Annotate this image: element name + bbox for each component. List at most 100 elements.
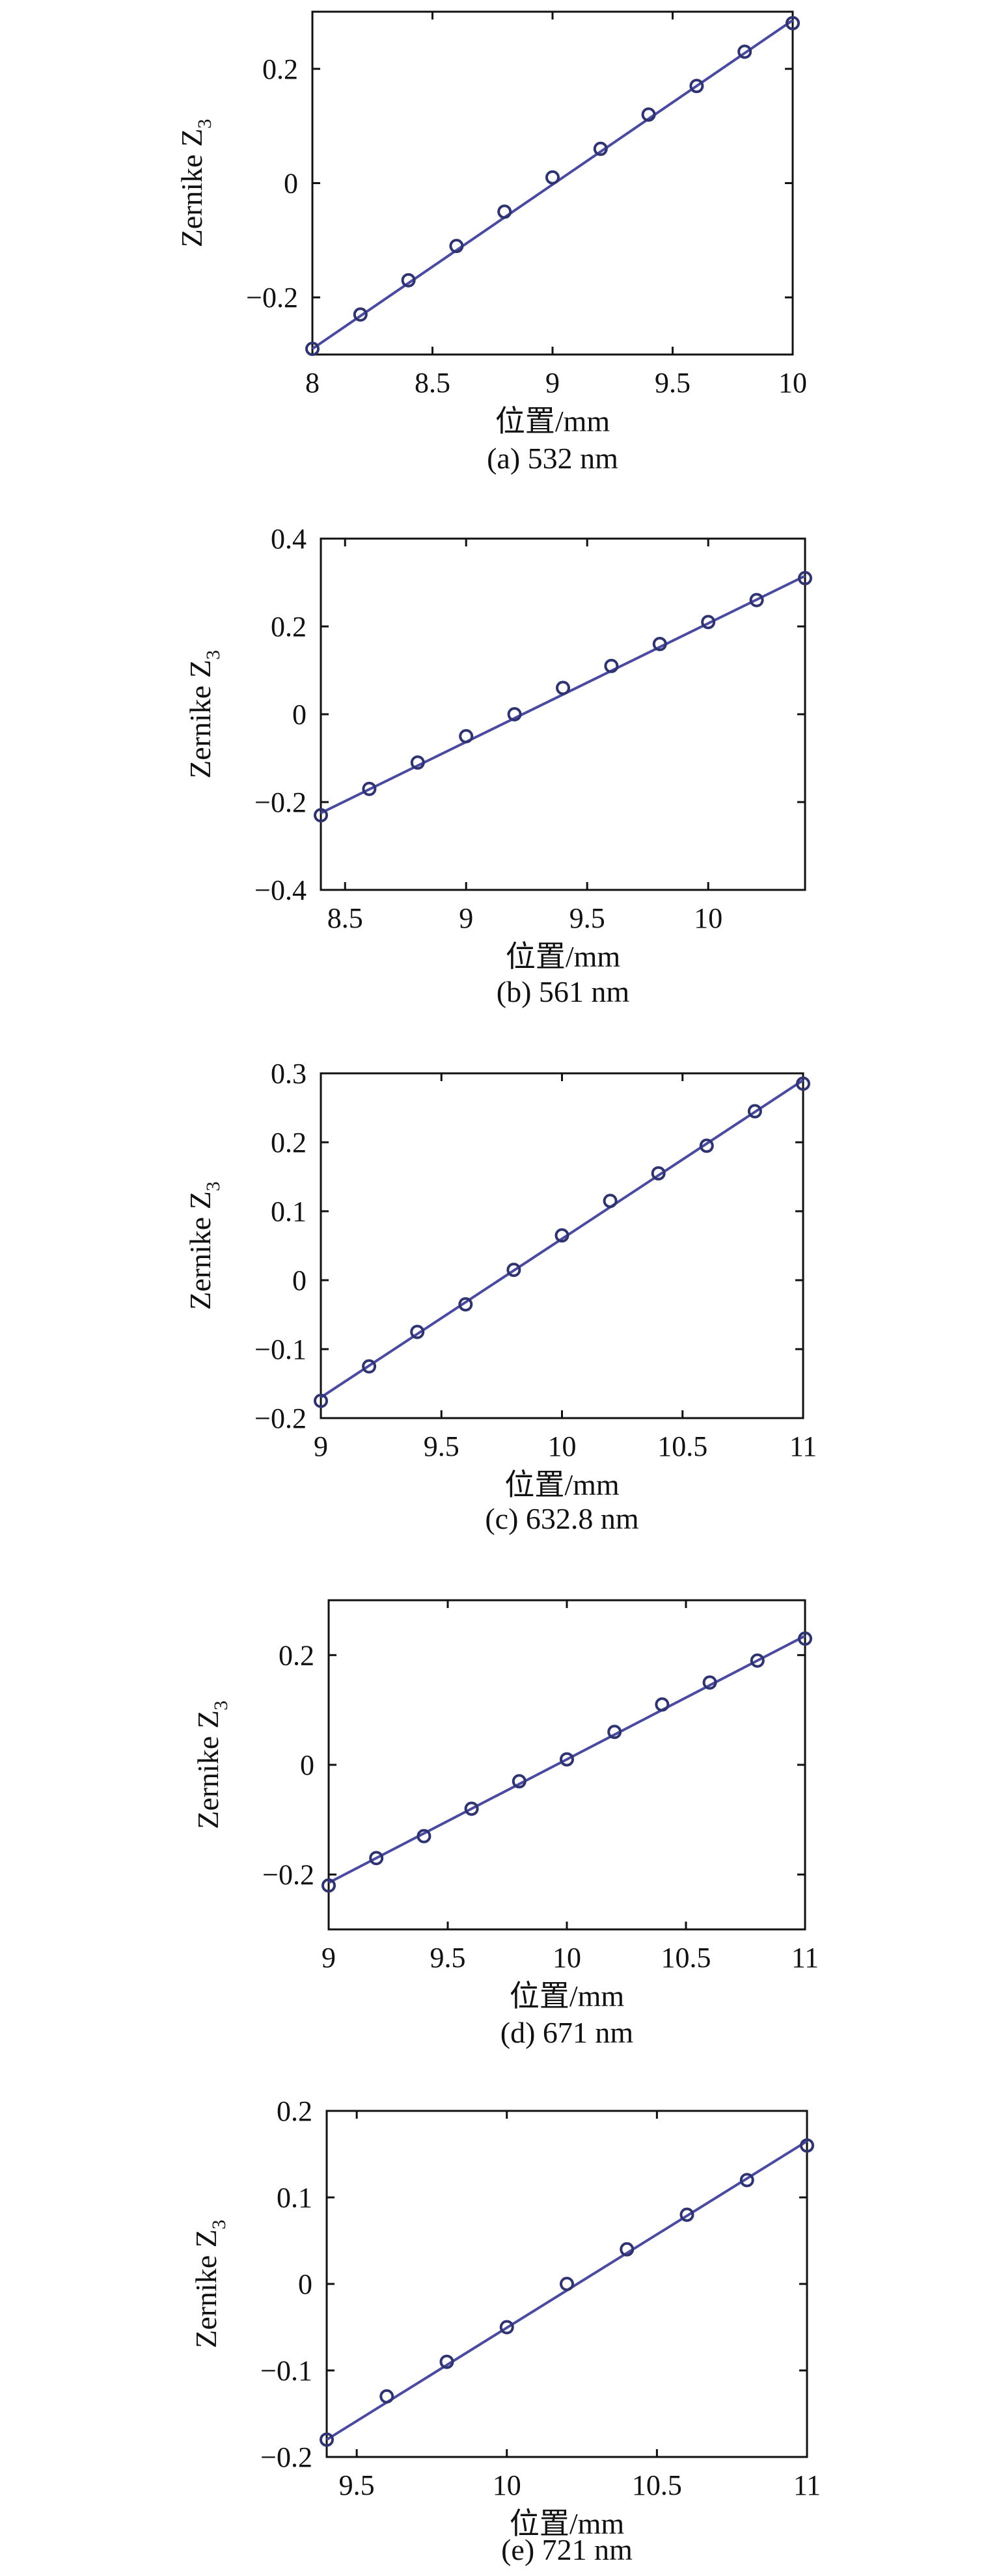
y-tick-label: −0.2	[254, 786, 307, 818]
y-tick-label: 0	[292, 699, 307, 731]
data-point	[314, 1393, 328, 1408]
y-tick-label: 0.3	[271, 1058, 307, 1090]
x-tick-label: 10.5	[632, 2469, 682, 2501]
data-point	[362, 1359, 377, 1374]
y-tick-label: 0.2	[279, 1639, 314, 1671]
data-point	[320, 2432, 334, 2447]
fit-line	[328, 1635, 806, 1885]
chart-panel-5: 9.5 10 10.5 11 −0.2 −0.1 0 0.1 0.2 Zernike Z3 位置/m…	[189, 2095, 821, 2566]
x-tick-label: 10	[694, 902, 722, 934]
x-tick-label: 11	[791, 1942, 819, 1974]
data-point	[401, 273, 416, 288]
x-tick-label: 9.5	[424, 1430, 459, 1462]
data-point	[798, 570, 812, 585]
y-tick-label: 0.2	[262, 53, 298, 85]
x-tick-label: 8	[305, 367, 320, 399]
data-point	[458, 1297, 473, 1312]
x-axis-label: 位置/mm	[495, 405, 610, 438]
y-tick-label: −0.1	[254, 1334, 307, 1365]
data-point	[702, 1675, 717, 1690]
plot-frame	[320, 537, 806, 891]
data-point	[410, 1324, 425, 1339]
data-point	[554, 1228, 569, 1243]
y-tick-label: −0.2	[262, 1859, 314, 1891]
data-point	[749, 593, 764, 608]
y-tick-label: 0.2	[277, 2095, 312, 2127]
data-point	[464, 1801, 479, 1816]
data-point	[353, 307, 368, 322]
y-tick-label: 0.2	[271, 1127, 307, 1159]
data-point	[604, 658, 619, 673]
chart-panel-2: 8.5 9 9.5 10 −0.4 −0.2 0 0.2 0.4 Zernike Z3 位置/mm(…	[184, 523, 812, 1008]
data-point	[459, 729, 474, 744]
data-point	[786, 16, 800, 31]
x-tick-label: 10	[553, 1942, 581, 1974]
data-point	[439, 2354, 454, 2369]
data-point	[499, 2320, 514, 2335]
plot-frame	[325, 2110, 808, 2458]
y-tick-label: −0.2	[254, 1402, 307, 1434]
x-tick-label: 10.5	[661, 1942, 711, 1974]
x-tick-label: 8.5	[327, 902, 363, 934]
x-tick-label: 9.5	[655, 367, 691, 399]
y-axis-label: Zernike Z3	[184, 1181, 224, 1310]
data-point	[607, 1724, 622, 1739]
y-tick-label: 0	[292, 1265, 307, 1296]
x-tick-label: 9	[459, 902, 473, 934]
y-axis-label: Zernike Z3	[175, 119, 215, 248]
data-point	[603, 1194, 618, 1209]
data-point	[449, 239, 464, 254]
data-point	[512, 1774, 527, 1789]
data-point	[747, 1104, 762, 1119]
y-tick-label: 0.1	[271, 1196, 307, 1228]
y-tick-label: −0.2	[246, 282, 298, 314]
data-point	[560, 1752, 574, 1767]
y-tick-label: −0.1	[260, 2355, 312, 2387]
y-tick-label: −0.2	[260, 2441, 312, 2473]
x-tick-label: 9	[314, 1430, 328, 1462]
y-tick-label: 0	[300, 1749, 314, 1781]
data-point	[737, 44, 752, 59]
data-point	[545, 170, 560, 185]
data-point	[641, 107, 656, 122]
chart-panel-3: 9 9.5 10 10.5 11 −0.2 −0.1 0 0.1 0.2 0.3 Zernike Z3…	[184, 1058, 817, 1535]
y-tick-label: 0.1	[277, 2182, 312, 2214]
data-point	[699, 1138, 714, 1153]
x-tick-label: 10	[548, 1430, 577, 1462]
data-point	[739, 2173, 754, 2188]
y-axis-label: Zernike Z3	[189, 2220, 230, 2348]
y-tick-label: −0.4	[254, 874, 307, 906]
data-point	[655, 1697, 670, 1712]
x-tick-label: 11	[789, 1430, 817, 1462]
panel-caption: (a) 532 nm	[487, 442, 618, 475]
data-point	[556, 680, 570, 695]
data-point	[679, 2207, 694, 2222]
x-axis-label: 位置/mm	[510, 1979, 625, 2013]
data-point	[305, 342, 320, 356]
data-point	[410, 755, 425, 770]
data-point	[314, 808, 328, 823]
x-axis-label: 位置/mm	[510, 2507, 625, 2540]
data-point	[593, 141, 608, 156]
panel-caption: (e) 721 nm	[501, 2533, 633, 2566]
data-point	[507, 707, 522, 721]
chart-panel-1: 8 8.5 9 9.5 10 −0.2 0 0.2 Zernike Z3 位置/mm (a) 532…	[175, 10, 807, 475]
x-tick-label: 11	[793, 2469, 821, 2501]
y-tick-label: 0	[298, 2268, 312, 2300]
data-point	[560, 2277, 574, 2291]
data-point	[497, 204, 512, 219]
x-axis-label: 位置/mm	[506, 940, 621, 973]
plot-frame	[320, 1072, 804, 1419]
fit-line	[320, 1079, 804, 1399]
x-tick-label: 9	[322, 1942, 336, 1974]
data-point	[750, 1653, 765, 1668]
data-point	[689, 79, 704, 94]
data-point	[369, 1851, 384, 1866]
y-axis-label: Zernike Z3	[191, 1700, 232, 1829]
x-axis-label: 位置/mm	[504, 1468, 620, 1501]
panel-caption: (b) 561 nm	[497, 975, 630, 1008]
data-point	[506, 1263, 521, 1278]
data-point	[362, 781, 377, 796]
x-tick-label: 9.5	[430, 1942, 466, 1974]
